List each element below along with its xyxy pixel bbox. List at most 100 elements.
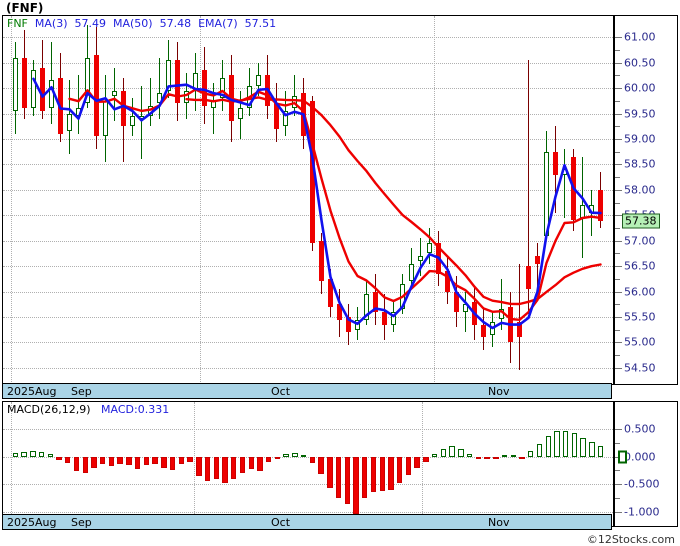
price-axis-tick [615,138,622,140]
candle-body [165,60,172,91]
macd-bar [309,456,316,463]
candle-body [48,80,55,109]
macd-bar [554,431,560,457]
candle-body [246,85,253,109]
price-axis-label: 61.00 [624,30,656,44]
macd-bar [597,445,604,457]
macd-bar [397,456,403,484]
candle-body [516,322,523,338]
price-axis-minor-tick [615,253,620,255]
candle-body [345,316,352,333]
macd-axis-minor-tick [615,497,620,499]
macd-gridline [3,484,613,486]
price-axis: 61.0060.5060.0059.5059.0058.5058.0057.50… [613,16,677,384]
candle-body [534,255,541,264]
candle-body [435,243,442,274]
candle-body [561,169,568,175]
macd-panel: MACD(26,12,9) MACD:0.331 0.500 0.000 -0.50… [2,401,678,527]
macd-bar [239,456,246,474]
macd-bar [222,456,228,483]
legend-ema7-value: 57.51 [244,17,277,30]
date-axis-label: Oct [271,385,291,398]
date-axis-label: Sep [71,516,92,529]
macd-bar [152,456,158,465]
price-gridline [3,342,613,344]
candle-body [30,70,37,109]
macd-bar [134,456,141,469]
legend-symbol: FNF [7,17,28,30]
price-axis-minor-tick [615,49,620,51]
price-axis-label: 56.00 [624,285,656,299]
price-axis-label: 60.50 [624,56,656,70]
date-axis-label: Nov [488,385,510,398]
price-axis-tick [615,164,622,166]
macd-bar [571,432,578,457]
macd-bar [82,456,88,474]
macd-current-marker [618,450,627,464]
candle-wick [519,263,520,371]
macd-bar [21,451,27,457]
candle-body [453,291,460,312]
candle-body [210,100,217,109]
macd-bar [580,437,586,457]
macd-bar [431,454,438,457]
macd-bar [38,452,45,457]
macd-bar [204,456,211,481]
macd-legend: MACD(26,12,9) MACD:0.331 [7,403,169,416]
macd-axis-tick [615,484,622,486]
candle-body [381,311,388,325]
candle-body [597,189,604,222]
macd-axis-minor-tick [615,442,620,444]
price-axis-tick [615,113,622,115]
candle-wick [150,77,151,127]
macd-bar [405,456,412,475]
copyright-footer: ©12Stocks.com [586,533,675,546]
macd-date-gridline [421,402,423,526]
macd-bar [91,456,97,469]
price-gridline [3,62,613,64]
price-axis-minor-tick [615,100,620,102]
price-axis-tick [615,367,622,369]
macd-bar [213,456,219,479]
legend-ema7-label: EMA(7) [198,17,238,30]
macd-bar [370,456,377,492]
price-axis-tick [615,215,622,217]
price-axis-minor-tick [615,202,620,204]
candle-wick [591,189,592,236]
macd-bar [248,456,254,469]
candle-body [174,60,181,104]
price-gridline [3,367,613,369]
candle-body [399,283,406,310]
candle-body [228,75,235,122]
macd-bar [562,431,569,457]
price-axis-tick [615,189,622,191]
price-legend: FNF MA(3) 57.49 MA(50) 57.48 EMA(7) 57.5… [7,17,276,30]
last-price-label: 57.38 [622,213,660,229]
legend-ma3-value: 57.49 [74,17,107,30]
candle-body [408,263,415,282]
macd-bar [283,454,289,457]
macd-bar [536,444,543,457]
candle-body [471,301,478,325]
macd-bar [414,456,420,468]
macd-bar [187,456,193,463]
candle-body [354,319,361,330]
price-gridline [3,215,613,217]
date-gridline [11,16,12,384]
macd-bar [300,455,307,458]
candle-body [300,93,307,137]
macd-bar [161,456,167,469]
macd-bar [353,456,359,514]
candle-body [309,100,316,244]
candle-wick [501,278,502,330]
candle-body [282,111,289,127]
date-axis-label: Oct [271,516,291,529]
macd-bar [344,456,350,504]
price-axis-label: 55.00 [624,335,656,349]
candle-body [255,75,262,86]
price-axis-label: 59.00 [624,132,656,146]
macd-bar [126,456,132,466]
macd-axis-tick [615,511,622,513]
date-gridline [434,16,435,384]
macd-bar [169,456,176,470]
